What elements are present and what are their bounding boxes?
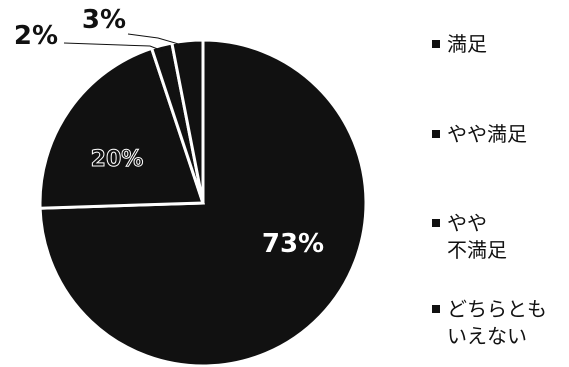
data-label-somewhat-satisfied: 20% bbox=[91, 147, 144, 172]
legend-label: 満足 bbox=[447, 32, 487, 56]
legend-item-satisfied: 満足 bbox=[432, 31, 487, 58]
legend-item-somewhat-dissatisfied: やや 不満足 bbox=[432, 210, 507, 264]
data-label-somewhat-dissatisfied: 2% bbox=[14, 21, 58, 51]
pie-slices bbox=[38, 38, 368, 367]
legend-swatch-icon bbox=[432, 40, 440, 48]
legend: 満足 やや満足 やや 不満足 どちらとも いえない bbox=[432, 0, 569, 367]
slice-neither bbox=[170, 38, 205, 204]
leader-lines bbox=[63, 33, 189, 52]
legend-label: やや満足 bbox=[447, 122, 527, 146]
legend-swatch-icon bbox=[432, 130, 440, 138]
legend-label: やや 不満足 bbox=[447, 211, 507, 262]
leader-line-neither bbox=[127, 33, 189, 48]
legend-swatch-icon bbox=[432, 219, 440, 227]
legend-item-somewhat-satisfied: やや満足 bbox=[432, 121, 527, 148]
data-labels: 73% 20% 2% 3% bbox=[14, 5, 324, 259]
data-label-neither: 3% bbox=[82, 5, 126, 35]
leader-line-somewhat-dissatisfied bbox=[63, 42, 164, 52]
legend-swatch-icon bbox=[432, 305, 440, 313]
legend-label: どちらとも いえない bbox=[447, 297, 547, 348]
legend-item-neither: どちらとも いえない bbox=[432, 296, 547, 350]
data-label-satisfied: 73% bbox=[262, 229, 324, 259]
slice-somewhat-satisfied bbox=[38, 46, 206, 210]
